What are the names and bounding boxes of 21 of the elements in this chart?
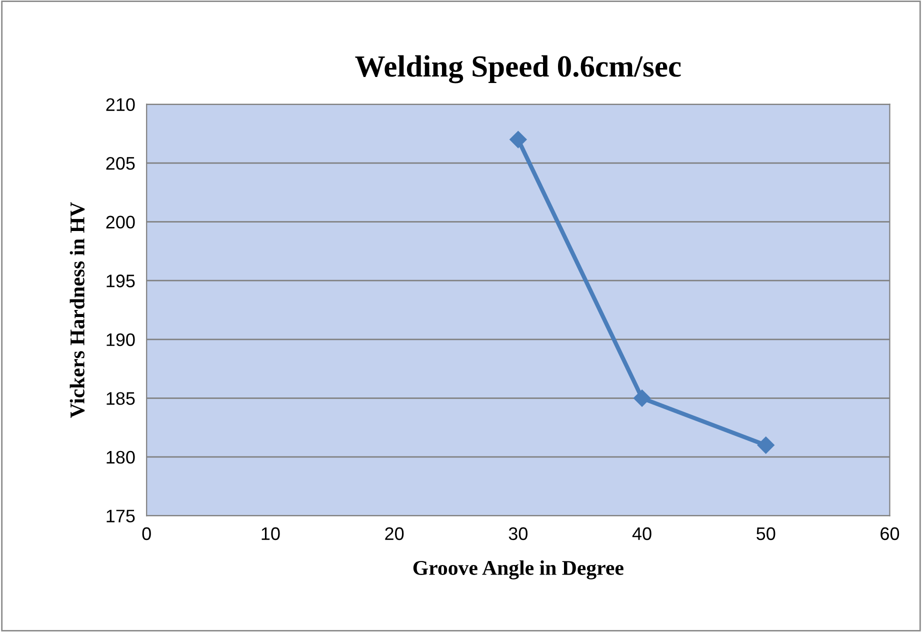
y-tick-label: 200	[106, 216, 135, 229]
y-tick-label: 190	[106, 333, 135, 346]
y-tick-label: 175	[106, 510, 135, 522]
x-tick-label: 40	[632, 527, 652, 540]
chart-title: Welding Speed 0.6cm/sec	[355, 55, 681, 84]
y-tick-label: 185	[106, 392, 135, 405]
x-tick-label: 50	[756, 527, 776, 540]
y-tick-label: 210	[106, 98, 135, 111]
point	[510, 130, 527, 148]
point	[757, 436, 774, 454]
point	[633, 390, 651, 407]
x-tick-label: 60	[880, 527, 900, 540]
x-tick-label: 30	[508, 527, 528, 540]
y-axis-title: Vickers Hardness in HV	[70, 202, 85, 418]
x-tick-label: 20	[385, 527, 404, 540]
x-axis-title: Groove Angle in Degree	[413, 560, 624, 580]
y-tick-label: 195	[106, 274, 135, 288]
y-tick-label: 205	[106, 156, 135, 170]
x-tick-label: 10	[262, 527, 280, 540]
x-tick-label: 0	[142, 527, 151, 540]
y-tick-label: 180	[106, 450, 135, 464]
